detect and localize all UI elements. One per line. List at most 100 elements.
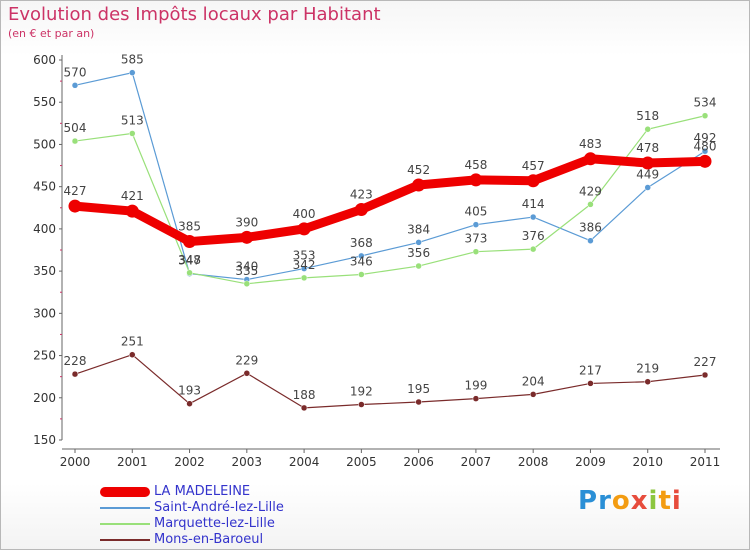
y-tick-label: 500 (33, 137, 56, 151)
data-label-saint-andre-lez-lille: 570 (64, 65, 87, 79)
series-line-la-madeleine (70, 154, 710, 247)
data-point-la-madeleine (125, 204, 139, 218)
data-label-marquette-lez-lille: 429 (579, 184, 602, 198)
data-point-mons-en-baroeul (529, 391, 537, 398)
data-point-saint-andre-lez-lille (472, 221, 480, 228)
data-label-la-madeleine: 385 (178, 220, 201, 234)
data-label-la-madeleine: 421 (121, 189, 144, 203)
data-label-la-madeleine: 452 (407, 163, 430, 177)
data-label-la-madeleine: 390 (235, 215, 258, 229)
data-point-saint-andre-lez-lille (358, 252, 365, 260)
data-point-la-madeleine (240, 230, 254, 244)
data-label-marquette-lez-lille: 356 (407, 246, 430, 260)
x-tick-label: 2003 (232, 455, 263, 469)
data-point-mons-en-baroeul (415, 398, 422, 406)
x-tick-label: 2005 (346, 455, 377, 469)
data-point-saint-andre-lez-lille (701, 147, 709, 155)
data-point-la-madeleine (698, 154, 712, 168)
y-tick-label: 600 (33, 53, 56, 67)
data-label-saint-andre-lez-lille: 384 (407, 222, 430, 236)
data-point-la-madeleine (354, 202, 368, 216)
data-label-marquette-lez-lille: 348 (178, 253, 201, 267)
data-point-mons-en-baroeul (71, 370, 79, 378)
data-label-la-madeleine: 400 (293, 207, 316, 221)
data-point-mons-en-baroeul (701, 371, 709, 379)
data-label-mons-en-baroeul: 199 (464, 379, 487, 393)
legend-item-saint-andre: Saint-André-lez-Lille (100, 500, 284, 516)
data-point-saint-andre-lez-lille (529, 213, 537, 221)
data-point-mons-en-baroeul (186, 400, 193, 407)
data-label-marquette-lez-lille: 346 (350, 254, 373, 268)
legend-item-marquette: Marquette-lez-Lille (100, 516, 284, 532)
data-label-mons-en-baroeul: 229 (235, 353, 258, 367)
y-tick-label: 150 (33, 433, 56, 447)
legend-label: Mons-en-Baroeul (154, 532, 264, 547)
data-label-saint-andre-lez-lille: 449 (636, 168, 659, 182)
data-label-marquette-lez-lille: 373 (464, 232, 487, 246)
data-label-mons-en-baroeul: 227 (694, 355, 717, 369)
x-tick-label: 2009 (575, 455, 606, 469)
data-point-marquette-lez-lille (472, 248, 480, 255)
data-point-marquette-lez-lille (129, 130, 136, 137)
legend-swatch (100, 539, 150, 541)
series-line-marquette-lez-lille (74, 115, 706, 285)
data-label-marquette-lez-lille: 504 (64, 121, 87, 135)
data-label-mons-en-baroeul: 195 (407, 382, 430, 396)
y-tick-label: 550 (33, 95, 56, 109)
data-label-mons-en-baroeul: 192 (350, 385, 373, 399)
y-tick-label: 250 (33, 349, 56, 363)
data-point-la-madeleine (183, 235, 197, 249)
data-label-mons-en-baroeul: 188 (293, 388, 316, 402)
chart-subtitle: (en € et par an) (8, 27, 95, 40)
data-point-saint-andre-lez-lille (129, 69, 136, 76)
data-point-marquette-lez-lille (186, 269, 193, 277)
legend-swatch (100, 487, 150, 497)
y-tick-label: 200 (33, 391, 56, 405)
data-point-marquette-lez-lille (587, 201, 594, 208)
data-point-mons-en-baroeul (358, 401, 365, 408)
legend-label: LA MADELEINE (154, 484, 251, 499)
data-label-saint-andre-lez-lille: 492 (694, 131, 717, 145)
data-label-marquette-lez-lille: 342 (293, 258, 316, 272)
y-tick-label: 400 (33, 222, 56, 236)
y-tick-label: 300 (33, 306, 56, 320)
data-label-marquette-lez-lille: 534 (694, 96, 717, 110)
data-point-saint-andre-lez-lille (644, 184, 651, 191)
data-label-mons-en-baroeul: 228 (64, 354, 87, 368)
x-tick-label: 2001 (117, 455, 148, 469)
proxiti-logo: Proxiti (578, 486, 682, 516)
series-line-mons-en-baroeul (74, 354, 706, 409)
data-label-saint-andre-lez-lille: 386 (579, 221, 602, 235)
data-label-mons-en-baroeul: 204 (522, 374, 545, 388)
data-point-saint-andre-lez-lille (587, 237, 594, 244)
data-label-marquette-lez-lille: 513 (121, 113, 144, 127)
data-label-saint-andre-lez-lille: 368 (350, 236, 373, 250)
data-point-marquette-lez-lille (71, 137, 79, 145)
data-point-mons-en-baroeul (587, 380, 594, 387)
y-tick-label: 450 (33, 180, 56, 194)
x-tick-label: 2007 (461, 455, 492, 469)
data-label-saint-andre-lez-lille: 414 (522, 197, 545, 211)
x-tick-label: 2010 (632, 455, 663, 469)
x-tick-label: 2000 (60, 455, 91, 469)
data-label-mons-en-baroeul: 217 (579, 363, 602, 377)
legend-item-mons: Mons-en-Baroeul (100, 532, 284, 548)
x-tick-label: 2004 (289, 455, 320, 469)
data-label-saint-andre-lez-lille: 585 (121, 53, 144, 67)
data-point-marquette-lez-lille (701, 112, 709, 119)
data-point-la-madeleine (469, 173, 483, 187)
data-label-saint-andre-lez-lille: 405 (464, 205, 487, 219)
series-line-saint-andre-lez-lille (74, 72, 706, 281)
x-tick-label: 2002 (174, 455, 205, 469)
data-label-mons-en-baroeul: 193 (178, 384, 201, 398)
data-label-la-madeleine: 478 (636, 141, 659, 155)
data-point-la-madeleine (641, 156, 655, 170)
x-tick-label: 2006 (403, 455, 434, 469)
data-point-la-madeleine (412, 178, 426, 192)
data-label-mons-en-baroeul: 219 (636, 362, 659, 376)
data-point-marquette-lez-lille (415, 262, 422, 270)
data-point-saint-andre-lez-lille (415, 239, 422, 246)
data-point-mons-en-baroeul (243, 370, 251, 377)
